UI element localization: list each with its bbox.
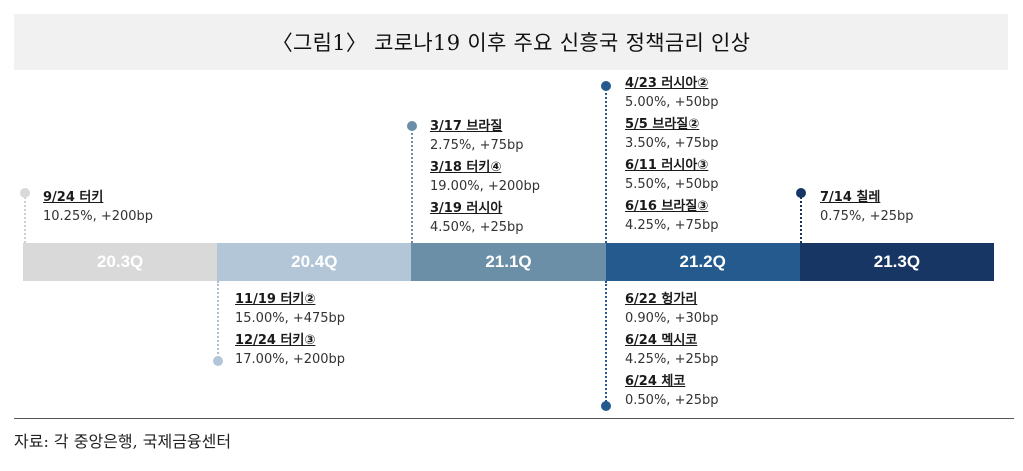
rate-hike-event: 6/11 러시아③ bbox=[625, 158, 709, 173]
rate-hike-value: 3.50%, +75bp bbox=[625, 136, 719, 151]
rate-hike-value: 2.75%, +75bp bbox=[430, 138, 524, 153]
connector-21-2Q-below bbox=[605, 281, 607, 405]
rate-hike-value: 4.25%, +75bp bbox=[625, 218, 719, 233]
marker-dot bbox=[407, 121, 417, 131]
rate-hike-event: 9/24 터키 bbox=[43, 190, 104, 205]
annotation-group-21-3Q: 7/14 칠레 0.75%, +25bp bbox=[820, 188, 914, 229]
annotation-group-20-4Q: 11/19 터키② 15.00%, +475bp 12/24 터키③ 17.00%, … bbox=[235, 290, 345, 372]
quarter-segment: 21.3Q bbox=[799, 243, 995, 281]
connector-21-1Q bbox=[411, 126, 413, 243]
rate-hike-event: 3/17 브라질 bbox=[430, 119, 503, 134]
rate-hike-event: 6/24 멕시코 bbox=[625, 333, 698, 348]
rate-hike-value: 5.50%, +50bp bbox=[625, 177, 719, 192]
rate-hike-event: 5/5 브라질② bbox=[625, 117, 700, 132]
marker-dot bbox=[601, 81, 611, 91]
annotation-group-21-2Q-above: 4/23 러시아② 5.00%, +50bp 5/5 브라질② 3.50%, +75b… bbox=[625, 74, 719, 238]
rate-hike-value: 0.75%, +25bp bbox=[820, 209, 914, 224]
rate-hike-event: 6/22 헝가리 bbox=[625, 292, 698, 307]
connector-21-2Q-above bbox=[605, 86, 607, 243]
figure-title: 〈그림1〉 코로나19 이후 주요 신흥국 정책금리 인상 bbox=[271, 31, 751, 55]
rate-hike-value: 0.90%, +30bp bbox=[625, 311, 719, 326]
rate-hike-event: 12/24 터키③ bbox=[235, 333, 316, 348]
marker-dot bbox=[213, 356, 223, 366]
source-note: 자료: 각 중앙은행, 국제금융센터 bbox=[14, 418, 1014, 452]
marker-dot bbox=[601, 401, 611, 411]
rate-hike-value: 15.00%, +475bp bbox=[235, 311, 346, 326]
marker-dot bbox=[20, 188, 30, 198]
figure-title-bar: 〈그림1〉 코로나19 이후 주요 신흥국 정책금리 인상 bbox=[14, 14, 1008, 70]
quarter-segment: 21.2Q bbox=[605, 243, 800, 281]
rate-hike-value: 19.00%, +200bp bbox=[430, 179, 541, 194]
rate-hike-value: 10.25%, +200bp bbox=[43, 209, 154, 224]
rate-hike-event: 3/19 러시아 bbox=[430, 201, 503, 216]
rate-hike-event: 11/19 터키② bbox=[235, 292, 316, 307]
rate-hike-value: 17.00%, +200bp bbox=[235, 352, 346, 367]
rate-hike-event: 3/18 터키④ bbox=[430, 160, 502, 175]
connector-20-3Q bbox=[24, 193, 26, 243]
rate-hike-value: 5.00%, +50bp bbox=[625, 95, 719, 110]
rate-hike-value: 4.50%, +25bp bbox=[430, 220, 524, 235]
connector-21-3Q bbox=[800, 193, 802, 243]
quarter-segment: 21.1Q bbox=[411, 243, 606, 281]
marker-dot bbox=[796, 188, 806, 198]
quarter-timeline: 20.3Q 20.4Q 21.1Q 21.2Q 21.3Q bbox=[23, 243, 995, 281]
quarter-segment: 20.3Q bbox=[23, 243, 218, 281]
annotation-group-21-2Q-below: 6/22 헝가리 0.90%, +30bp 6/24 멕시코 4.25%, +25bp… bbox=[625, 290, 719, 413]
rate-hike-value: 0.50%, +25bp bbox=[625, 393, 719, 408]
rate-hike-event: 7/14 칠레 bbox=[820, 190, 881, 205]
rate-hike-event: 6/16 브라질③ bbox=[625, 199, 709, 214]
rate-hike-event: 6/24 체코 bbox=[625, 374, 686, 389]
rate-hike-event: 4/23 러시아② bbox=[625, 76, 709, 91]
rate-hike-value: 4.25%, +25bp bbox=[625, 352, 719, 367]
annotation-group-20-3Q: 9/24 터키 10.25%, +200bp bbox=[43, 188, 153, 229]
connector-20-4Q bbox=[217, 281, 219, 361]
quarter-segment: 20.4Q bbox=[217, 243, 412, 281]
annotation-group-21-1Q: 3/17 브라질 2.75%, +75bp 3/18 터키④ 19.00%, +200… bbox=[430, 117, 540, 240]
